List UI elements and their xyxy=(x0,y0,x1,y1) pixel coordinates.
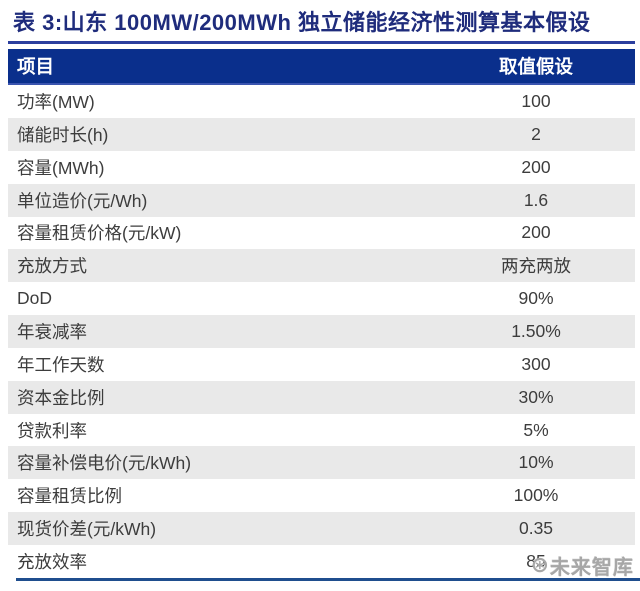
column-header-item: 项目 xyxy=(17,56,55,78)
row-label: 容量补偿电价(元/kWh) xyxy=(17,453,192,474)
table-header-row: 项目 取值假设 xyxy=(8,49,635,86)
row-value: 200 xyxy=(521,156,551,177)
row-label: 容量(MWh) xyxy=(17,157,105,178)
column-header-value: 取值假设 xyxy=(498,56,573,78)
table-row: 储能时长(h) 2 xyxy=(8,118,635,151)
row-label: 充放方式 xyxy=(17,256,87,277)
row-label: 容量租赁价格(元/kW) xyxy=(17,223,182,244)
assumptions-table: 项目 取值假设 功率(MW) 100 储能时长(h) 2 容量(MWh) 200… xyxy=(8,49,640,581)
table-row: 现货价差(元/kWh) 0.35 xyxy=(8,512,635,545)
table-row: 容量补偿电价(元/kWh) 10% xyxy=(8,446,635,480)
table-rows: 功率(MW) 100 储能时长(h) 2 容量(MWh) 200 单位造价(元/… xyxy=(8,85,635,578)
table-row: 容量租赁比例 100% xyxy=(8,479,635,512)
table-row: 充放效率 85 xyxy=(8,545,635,578)
row-value: 1.50% xyxy=(511,320,561,341)
row-value: 0.35 xyxy=(518,518,554,539)
table-row: 资本金比例 30% xyxy=(8,380,635,414)
table-title: 表 3:山东 100MW/200MWh 独立储能经济性测算基本假设 xyxy=(13,10,591,35)
row-label: 资本金比例 xyxy=(17,387,105,408)
table-row: 贷款利率 5% xyxy=(8,414,635,447)
title-divider xyxy=(8,41,635,45)
table-row: DoD 90% xyxy=(8,282,635,315)
row-value: 200 xyxy=(521,222,551,243)
table-row: 容量(MWh) 200 xyxy=(8,151,635,184)
row-value: 85 xyxy=(526,550,546,571)
table-row: 单位造价(元/Wh) 1.6 xyxy=(8,183,635,217)
row-label: 容量租赁比例 xyxy=(17,486,122,507)
row-label: 单位造价(元/Wh) xyxy=(17,190,148,211)
row-label: 功率(MW) xyxy=(17,92,95,113)
table-row: 年工作天数 300 xyxy=(8,348,635,381)
row-value: 5% xyxy=(523,419,549,440)
row-value: 1.6 xyxy=(523,189,549,210)
row-value: 300 xyxy=(521,353,551,374)
row-value: 30% xyxy=(518,386,554,407)
table-row: 年衰减率 1.50% xyxy=(8,315,635,348)
table-row: 容量租赁价格(元/kW) 200 xyxy=(8,217,635,250)
row-value: 10% xyxy=(518,452,554,473)
row-label: 年衰减率 xyxy=(17,321,87,342)
row-label: 贷款利率 xyxy=(17,420,87,441)
row-label: 充放效率 xyxy=(17,551,87,572)
table-bottom-border xyxy=(16,577,640,581)
row-label: 年工作天数 xyxy=(17,354,105,375)
row-value: 两充两放 xyxy=(501,256,571,277)
row-label: 储能时长(h) xyxy=(17,124,109,145)
row-value: 2 xyxy=(531,123,541,144)
row-value: 100 xyxy=(521,91,551,112)
row-value: 100% xyxy=(513,485,559,506)
row-label: 现货价差(元/kWh) xyxy=(17,519,157,540)
row-value: 90% xyxy=(518,288,554,309)
row-label: DoD xyxy=(17,288,53,309)
table-row: 充放方式 两充两放 xyxy=(8,249,635,283)
table-row: 功率(MW) 100 xyxy=(8,85,635,118)
